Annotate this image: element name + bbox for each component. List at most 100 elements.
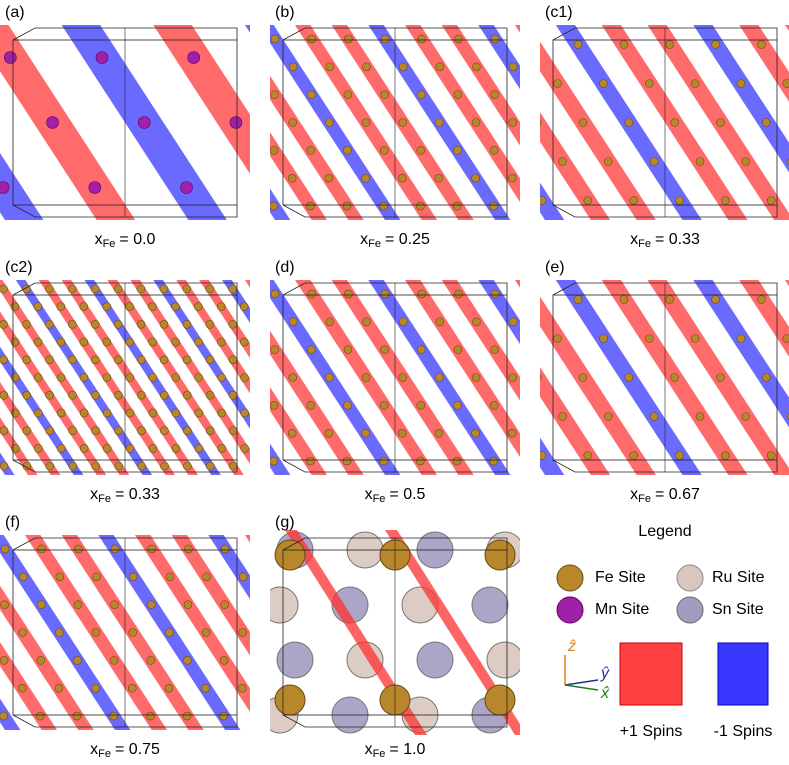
fe-atom bbox=[416, 146, 426, 155]
plus-spin-plane bbox=[739, 25, 789, 102]
fe-atom bbox=[362, 62, 371, 72]
fe-atom bbox=[125, 444, 135, 453]
fe-atom bbox=[252, 318, 260, 326]
fe-atom bbox=[263, 374, 271, 382]
minus-spin-plane bbox=[693, 25, 789, 173]
fe-atom bbox=[217, 444, 227, 453]
mn-atom bbox=[0, 181, 10, 194]
fe-atom bbox=[435, 317, 445, 327]
fe-atom bbox=[361, 118, 371, 127]
fe-atom bbox=[56, 302, 66, 311]
fe-atom bbox=[33, 373, 43, 382]
fe-atom bbox=[484, 684, 516, 716]
fe-atom bbox=[205, 320, 215, 329]
panel: (b) xFe = 0.25 bbox=[252, 4, 520, 250]
fe-atom bbox=[198, 290, 206, 298]
fe-atom bbox=[355, 444, 363, 452]
fe-atom bbox=[0, 284, 8, 294]
fe-atom bbox=[136, 320, 146, 329]
fe-atom bbox=[171, 373, 180, 382]
panel-label: (f) bbox=[5, 514, 20, 531]
fe-atom bbox=[690, 334, 700, 343]
fe-atom bbox=[343, 345, 353, 354]
fe-atom bbox=[237, 683, 247, 693]
fe-atom bbox=[379, 401, 389, 410]
fe-atom bbox=[757, 40, 766, 49]
mn-atom bbox=[272, 182, 284, 194]
fe-atom bbox=[379, 201, 388, 211]
fe-atom bbox=[528, 290, 536, 298]
fe-atom bbox=[182, 320, 192, 329]
minus-spin-plane bbox=[0, 698, 21, 730]
fe-atom bbox=[36, 656, 46, 665]
fe-atom bbox=[472, 317, 481, 327]
fe-atom bbox=[489, 201, 498, 211]
plus-spin-swatch bbox=[619, 642, 683, 706]
fe-atom bbox=[205, 390, 215, 400]
legend: Legend Fe Site Ru Site Mn Site Sn Site ẑ… bbox=[556, 523, 773, 740]
fe-atom bbox=[711, 295, 720, 304]
fe-atom bbox=[380, 34, 390, 44]
panel-caption: xFe = 0.75 bbox=[90, 741, 160, 760]
fe-atom bbox=[434, 173, 444, 183]
fe-atom bbox=[45, 461, 55, 471]
fe-atom bbox=[312, 629, 320, 637]
fe-atom bbox=[17, 683, 27, 693]
fe-atom bbox=[270, 34, 280, 44]
fe-atom bbox=[171, 337, 180, 347]
fe-atom bbox=[398, 373, 408, 382]
fe-atom bbox=[182, 355, 192, 365]
fe-atom bbox=[252, 391, 260, 399]
fe-atom bbox=[288, 118, 297, 127]
fe-atom bbox=[206, 461, 215, 471]
caption-value: = 0.67 bbox=[655, 486, 700, 503]
fe-atom bbox=[762, 118, 771, 127]
fe-atom bbox=[194, 302, 203, 311]
fe-atom bbox=[490, 34, 500, 44]
fe-atom bbox=[45, 355, 54, 365]
fe-atom bbox=[453, 401, 462, 410]
panel: (c2)xFe = 0.33 bbox=[0, 259, 363, 505]
panel-image bbox=[252, 25, 520, 220]
fe-atom bbox=[275, 320, 283, 328]
legend-item: -1 Spins bbox=[714, 723, 773, 740]
fe-atom bbox=[454, 289, 463, 299]
fe-atom bbox=[695, 412, 705, 421]
panel-image bbox=[270, 530, 520, 735]
plus-spin-plane bbox=[153, 25, 250, 174]
legend-item: +1 Spins bbox=[620, 723, 683, 740]
fe-atom bbox=[563, 457, 571, 465]
fe-atom bbox=[416, 456, 425, 466]
fe-atom bbox=[234, 346, 242, 354]
fe-atom bbox=[68, 355, 77, 365]
panel-image bbox=[0, 280, 363, 475]
fe-atom bbox=[183, 461, 192, 471]
fe-atom bbox=[716, 373, 725, 382]
fe-atom bbox=[0, 426, 9, 435]
plus-spin-plane bbox=[0, 642, 58, 730]
fe-atom bbox=[252, 119, 260, 127]
fe-atom bbox=[257, 656, 265, 664]
fe-atom bbox=[417, 34, 427, 44]
axis-y bbox=[564, 679, 599, 686]
fe-atom bbox=[102, 408, 112, 418]
fe-atom bbox=[306, 456, 315, 466]
panel-label: (e) bbox=[545, 259, 565, 276]
cell-box bbox=[12, 204, 238, 218]
panel-label: (d) bbox=[275, 259, 295, 276]
fe-atom bbox=[239, 337, 249, 347]
fe-atom bbox=[437, 41, 445, 49]
caption-symbol: x bbox=[95, 231, 103, 248]
caption-value: = 0.0 bbox=[119, 231, 155, 248]
fe-atom bbox=[160, 461, 169, 471]
fe-atom bbox=[558, 412, 567, 421]
legend-item: Mn Site bbox=[595, 601, 649, 618]
panel-label: (a) bbox=[5, 4, 25, 21]
fe-atom bbox=[288, 373, 297, 382]
fe-atom bbox=[91, 628, 101, 637]
fe-atom bbox=[68, 461, 78, 471]
fe-atom bbox=[540, 451, 547, 460]
fe-atom bbox=[508, 62, 518, 72]
fe-atom bbox=[252, 427, 260, 435]
fe-atom bbox=[624, 373, 634, 382]
